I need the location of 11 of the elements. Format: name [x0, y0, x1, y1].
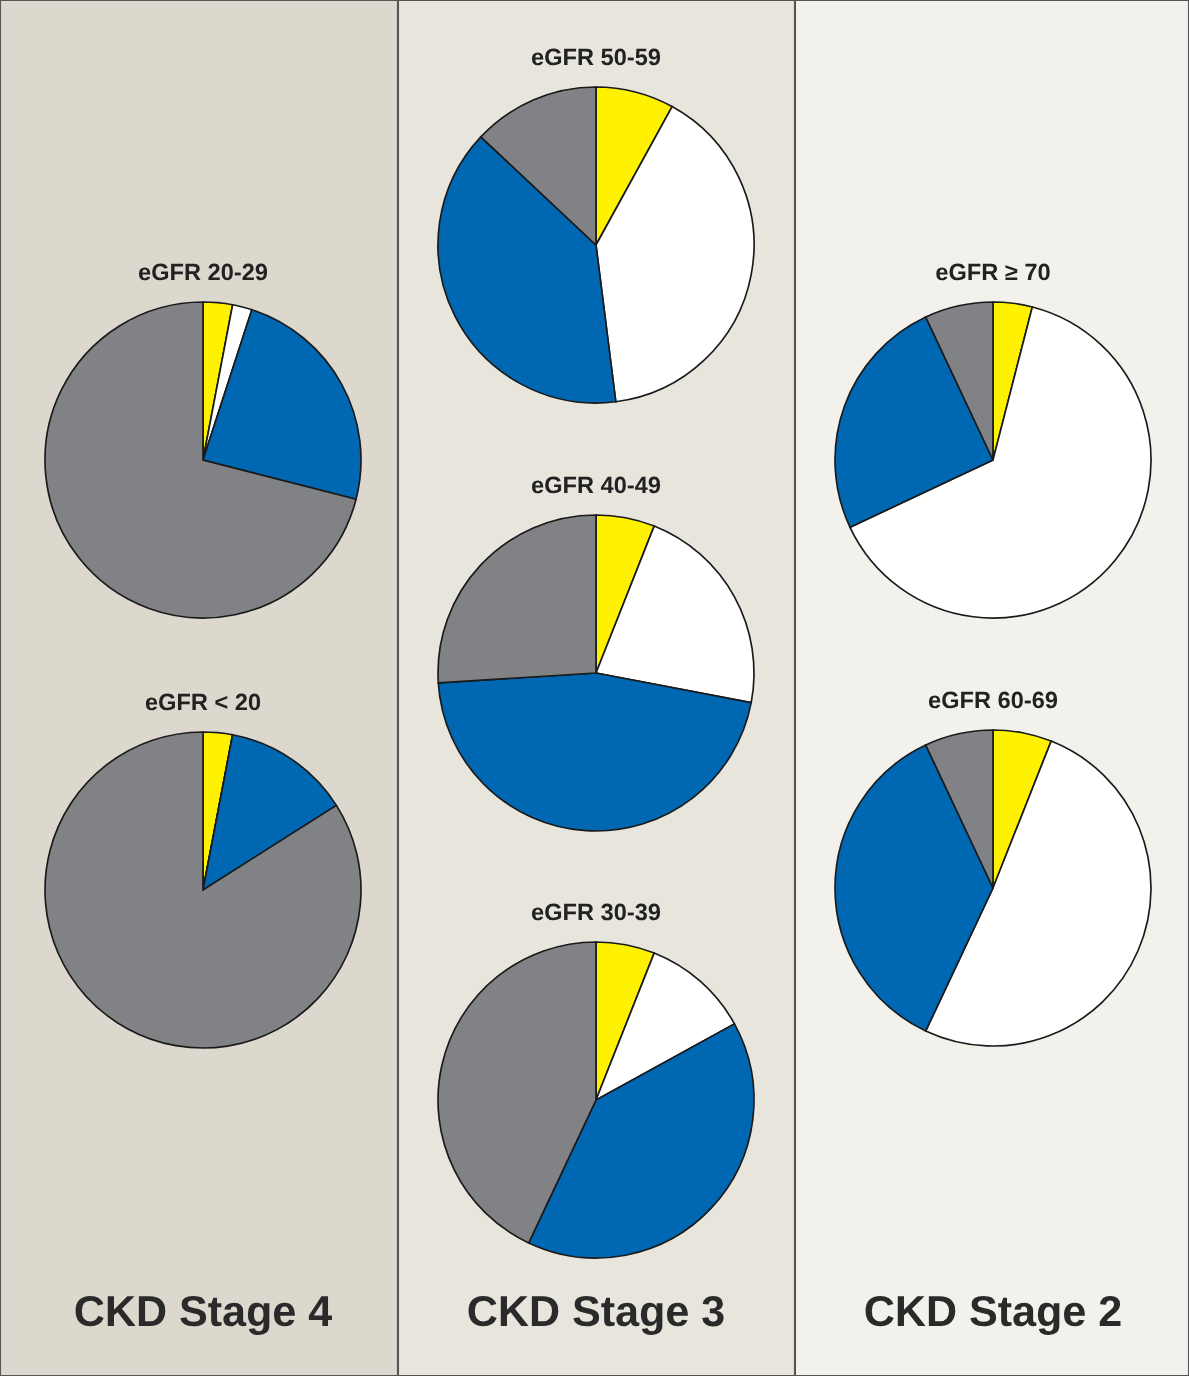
text: CKD Stage 3	[468, 1295, 724, 1336]
chart-title: eGFR 20-29	[138, 263, 268, 281]
chart-title: eGFR 30-39	[531, 903, 661, 921]
chart-title: eGFR 50-59	[531, 48, 661, 66]
chart-title: eGFR 40-49	[531, 476, 661, 494]
text: CKD Stage 2	[865, 1295, 1121, 1336]
chart-title: eGFR ≥ 70	[936, 263, 1050, 281]
text: CKD Stage 4	[75, 1295, 332, 1336]
chart-title: eGFR 60-69	[928, 691, 1058, 709]
pie-slice	[44, 731, 362, 1049]
chart-title: eGFR < 20	[145, 693, 261, 711]
